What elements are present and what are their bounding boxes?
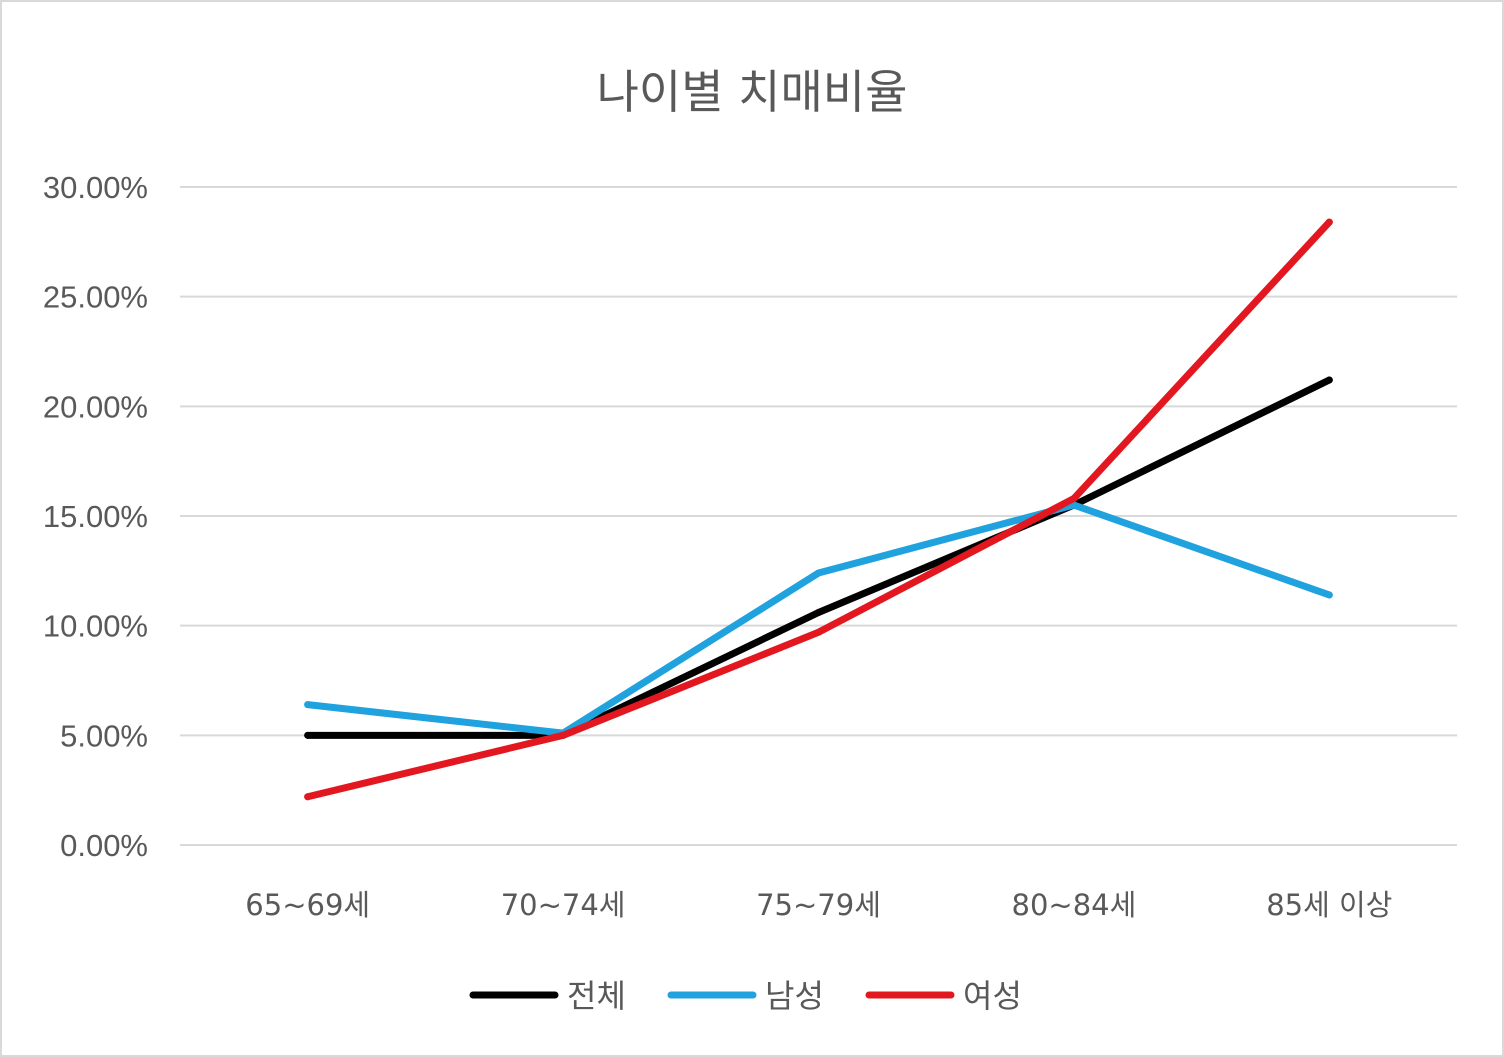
series-line <box>304 218 1333 801</box>
y-tick-label: 15.00% <box>43 499 148 534</box>
chart-title: 나이별 치매비율 <box>597 65 908 119</box>
legend-label: 전체 <box>567 977 626 1015</box>
data-point <box>304 793 312 801</box>
y-tick-label: 30.00% <box>43 170 148 205</box>
data-point <box>1325 218 1333 226</box>
x-axis-tick-labels: 65~69세 70~74세 75~79세 80~84세 85세 이상 <box>245 888 1392 922</box>
x-tick-label: 65~69세 <box>245 888 370 922</box>
series-line <box>304 376 1333 739</box>
y-tick-label: 10.00% <box>43 609 148 644</box>
x-tick-label: 70~74세 <box>501 888 626 922</box>
x-tick-label: 80~84세 <box>1012 888 1137 922</box>
legend-label: 남성 <box>765 977 824 1015</box>
y-tick-label: 20.00% <box>43 389 148 424</box>
data-point <box>1325 591 1333 599</box>
x-tick-label: 75~79세 <box>756 888 881 922</box>
y-tick-label: 5.00% <box>60 718 148 753</box>
data-point <box>1325 376 1333 384</box>
data-point <box>559 731 567 739</box>
data-point <box>815 609 822 617</box>
series-lines <box>304 218 1333 801</box>
data-point <box>815 628 822 636</box>
series-line <box>304 501 1333 737</box>
data-point <box>304 731 312 739</box>
gridlines <box>180 186 1457 846</box>
data-point <box>1070 494 1078 502</box>
data-point <box>304 701 312 709</box>
y-tick-label: 25.00% <box>43 280 148 315</box>
y-axis-tick-labels: 0.00% 5.00% 10.00% 15.00% 20.00% 25.00% 30.00% <box>43 170 148 863</box>
legend-label: 여성 <box>963 977 1022 1015</box>
x-tick-label: 85세 이상 <box>1266 888 1392 922</box>
legend: 전체 남성 여성 <box>469 977 1022 1015</box>
y-tick-label: 0.00% <box>60 828 148 863</box>
data-point <box>815 569 822 577</box>
